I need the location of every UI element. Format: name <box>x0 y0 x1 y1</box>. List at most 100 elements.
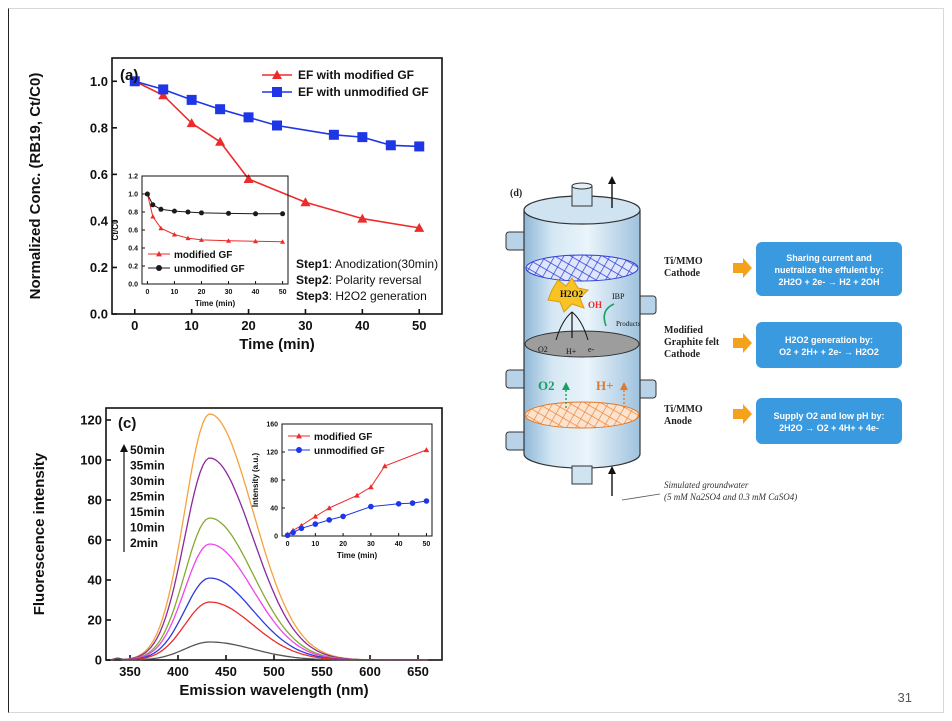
legend-label: modified GF <box>174 250 232 261</box>
y-tick-label: 0.8 <box>128 209 138 216</box>
x-tick-label: 400 <box>167 664 189 679</box>
data-point <box>253 211 259 217</box>
bottom-nozzle <box>571 465 593 485</box>
data-point <box>215 136 226 146</box>
side-port-left <box>505 231 527 251</box>
x-tick-label: 20 <box>339 541 347 548</box>
spectrum-curve <box>110 517 428 661</box>
y-tick-label: 40 <box>88 573 102 588</box>
data-point <box>226 238 232 243</box>
x-axis-label: Emission wavelength (nm) <box>179 682 368 699</box>
y-tick-label: 40 <box>270 505 278 512</box>
data-point <box>186 118 197 128</box>
chart-panel-c: 350 400 450 500 550 600 650020406080100120Emis… <box>31 407 443 699</box>
h2o2-label: H2O2 <box>560 289 584 299</box>
feed-label: (5 mM Na2SO4 and 0.3 mM CaSO4) <box>664 492 797 502</box>
o2-big-label: O2 <box>538 378 555 393</box>
step-annotation: Step2: Polarity reversal <box>296 273 421 287</box>
spectrum-curve <box>110 577 428 661</box>
data-point <box>280 239 286 244</box>
side-port-left <box>505 431 527 451</box>
y-tick-label: 80 <box>270 477 278 484</box>
y-tick-label: 0.0 <box>90 307 108 322</box>
data-point <box>243 174 254 184</box>
x-tick-label: 50 <box>412 318 426 333</box>
data-point <box>215 104 226 115</box>
x-tick-label: 10 <box>311 541 319 548</box>
data-point <box>395 501 402 507</box>
legend-label: EF with unmodified GF <box>298 85 429 99</box>
y-tick-label: 120 <box>80 413 102 428</box>
data-point <box>423 498 430 504</box>
y-tick-label: 120 <box>266 449 278 456</box>
mechanism-text: Supply O2 and low pH by: <box>773 411 884 421</box>
pointer-arrow <box>733 258 752 278</box>
x-tick-label: 30 <box>367 541 375 548</box>
x-tick-label: 40 <box>395 541 403 548</box>
x-tick-label: 550 <box>311 664 333 679</box>
modified-cathode-label: Cathode <box>664 349 701 360</box>
cathode-label: Ti/MMO <box>664 256 703 267</box>
x-tick-label: 40 <box>252 289 260 296</box>
y-tick-label: 1.2 <box>128 173 138 180</box>
side-port-right <box>637 295 657 315</box>
data-point <box>226 210 232 216</box>
cathode-mesh <box>525 254 639 282</box>
data-point <box>272 120 282 131</box>
y-axis-label: Intensity (a.u.) <box>251 453 260 508</box>
data-point <box>340 513 346 520</box>
y-tick-label: 60 <box>88 533 102 548</box>
products-label: Products <box>616 320 641 328</box>
legend-label: unmodified GF <box>174 264 245 275</box>
data-point <box>158 84 169 95</box>
y-tick-label: 0.2 <box>128 263 138 270</box>
data-point <box>326 505 333 511</box>
legend-label: 2min <box>130 536 158 550</box>
data-point <box>381 463 388 469</box>
series-line <box>134 80 420 148</box>
y-axis-label: Normalized Conc. (RB19, Ct/C0) <box>27 73 44 300</box>
y-axis-label: Fluorescence intensity <box>31 452 48 615</box>
legend-marker <box>272 87 282 97</box>
data-point <box>368 503 374 510</box>
legend-marker <box>156 251 162 257</box>
data-point <box>185 209 191 215</box>
series-line <box>146 193 283 215</box>
x-axis-label: Time (min) <box>239 336 315 353</box>
modified-cathode-label: Graphite felt <box>664 337 720 348</box>
legend-label: 15min <box>130 505 165 519</box>
legend-label: unmodified GF <box>314 446 385 457</box>
reaction-arrows <box>555 311 589 341</box>
x-tick-label: 40 <box>355 318 369 333</box>
y-tick-label: 1.0 <box>128 191 138 198</box>
data-point <box>284 532 291 539</box>
anode-label: Anode <box>664 416 692 427</box>
data-point <box>144 191 150 197</box>
data-point <box>186 94 197 105</box>
o2-small-label: O2 <box>538 345 548 354</box>
legend-label: 10min <box>130 521 165 535</box>
x-tick-label: 600 <box>359 664 381 679</box>
panel-label: (d) <box>510 188 522 199</box>
x-tick-label: 0 <box>145 289 149 296</box>
panel-label: (c) <box>118 415 136 432</box>
data-point <box>253 238 259 244</box>
x-tick-label: 50 <box>423 541 431 548</box>
data-point <box>150 202 156 208</box>
cathode-label: Cathode <box>664 268 701 279</box>
legend-label: 35min <box>130 459 165 473</box>
mechanism-text: nuetralize the effulent by: <box>774 265 883 275</box>
x-tick-label: 450 <box>215 664 237 679</box>
y-tick-label: 0 <box>95 653 102 668</box>
legend-arrow-head <box>120 444 128 452</box>
mechanism-box <box>756 322 902 368</box>
side-port-right <box>637 379 657 399</box>
data-point <box>357 213 368 223</box>
x-axis-label: Time (min) <box>195 299 236 308</box>
data-point <box>409 500 416 506</box>
data-point <box>312 521 319 527</box>
data-point <box>300 197 311 207</box>
